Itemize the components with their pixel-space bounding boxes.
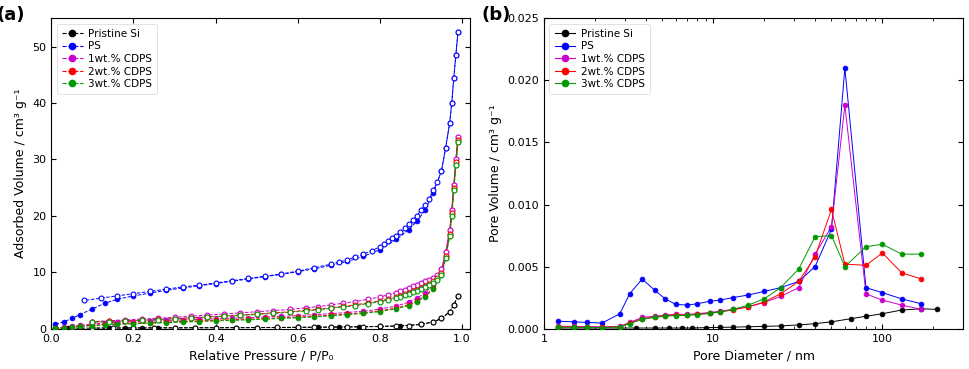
Legend: Pristine Si, PS, 1wt.% CDPS, 2wt.% CDPS, 3wt.% CDPS: Pristine Si, PS, 1wt.% CDPS, 2wt.% CDPS,… xyxy=(548,24,649,94)
Y-axis label: Pore Volume / cm³ g⁻¹: Pore Volume / cm³ g⁻¹ xyxy=(488,105,502,242)
Y-axis label: Adsorbed Volume / cm³ g⁻¹: Adsorbed Volume / cm³ g⁻¹ xyxy=(14,89,27,258)
Text: (a): (a) xyxy=(0,6,25,24)
X-axis label: Pore Diameter / nm: Pore Diameter / nm xyxy=(692,349,814,362)
X-axis label: Relative Pressure / P/P₀: Relative Pressure / P/P₀ xyxy=(188,349,332,362)
Text: (b): (b) xyxy=(481,6,511,24)
Legend: Pristine Si, PS, 1wt.% CDPS, 2wt.% CDPS, 3wt.% CDPS: Pristine Si, PS, 1wt.% CDPS, 2wt.% CDPS,… xyxy=(56,24,157,94)
